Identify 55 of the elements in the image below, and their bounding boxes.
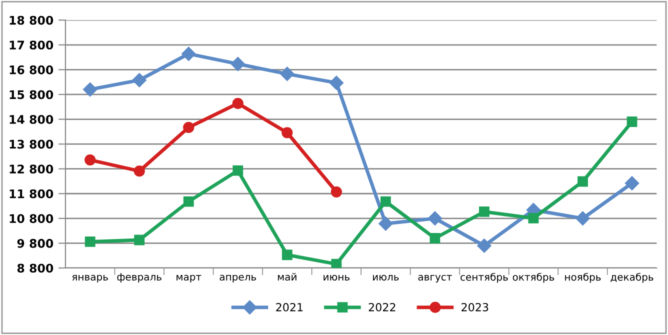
point: [183, 196, 194, 207]
x-tick-label: декабрь: [610, 272, 654, 283]
point: [378, 216, 393, 231]
x-tick-label: октябрь: [512, 272, 554, 283]
point: [84, 236, 96, 247]
y-tick-label: 11 800: [10, 189, 54, 198]
x-tick-label: август: [418, 274, 452, 283]
point: [477, 238, 492, 253]
point: [331, 258, 342, 268]
y-tick-label: 13 800: [10, 140, 54, 149]
y-tick-label: 17 800: [10, 40, 54, 50]
x-tick-label: февраль: [117, 273, 162, 283]
point: [576, 211, 590, 226]
point: [380, 196, 391, 207]
point: [624, 176, 640, 190]
point: [430, 233, 440, 244]
x-tick-label: март: [176, 274, 202, 283]
point: [132, 73, 146, 88]
x-tick-label: апрель: [220, 274, 256, 283]
point: [83, 82, 98, 97]
point: [329, 76, 344, 90]
point: [84, 154, 96, 166]
point: [528, 212, 539, 224]
y-tick-label: 12 800: [10, 164, 54, 174]
x-tick-label: май: [278, 272, 296, 281]
y-tick-label: 10 800: [10, 214, 54, 224]
x-tick-label: июль: [372, 274, 399, 281]
point: [280, 66, 294, 81]
x-tick-label: сентябрь: [460, 272, 508, 283]
point: [230, 56, 245, 72]
point: [282, 127, 293, 138]
point: [428, 211, 442, 226]
point: [330, 186, 342, 198]
y-tick-label: 16 800: [10, 65, 54, 74]
y-tick-label: 18 800: [10, 16, 54, 25]
point: [232, 165, 244, 176]
point: [134, 234, 145, 246]
x-tick-label: июнь: [324, 274, 350, 281]
legend-label: 2022: [368, 302, 396, 312]
x-tick-label: январь: [72, 274, 108, 283]
point: [479, 206, 490, 217]
x-tick-label: ноябрь: [565, 272, 601, 283]
point: [183, 122, 194, 133]
point: [182, 46, 196, 61]
point: [282, 250, 292, 260]
y-tick-label: 8 800: [17, 264, 54, 273]
point: [134, 166, 145, 177]
y-tick-label: 9 800: [17, 238, 54, 248]
legend-label: 2023: [462, 302, 488, 312]
point: [626, 116, 638, 127]
legend-label: 2021: [276, 302, 303, 312]
point: [232, 98, 244, 109]
y-tick-label: 14 800: [10, 114, 54, 124]
point: [578, 176, 588, 187]
y-tick-label: 15 800: [10, 90, 54, 100]
